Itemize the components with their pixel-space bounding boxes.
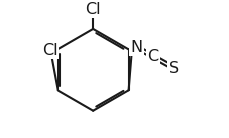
Text: C: C	[147, 49, 158, 64]
Text: Cl: Cl	[42, 43, 58, 58]
Text: S: S	[168, 61, 178, 76]
Text: Cl: Cl	[85, 2, 101, 17]
Text: N: N	[130, 40, 142, 55]
